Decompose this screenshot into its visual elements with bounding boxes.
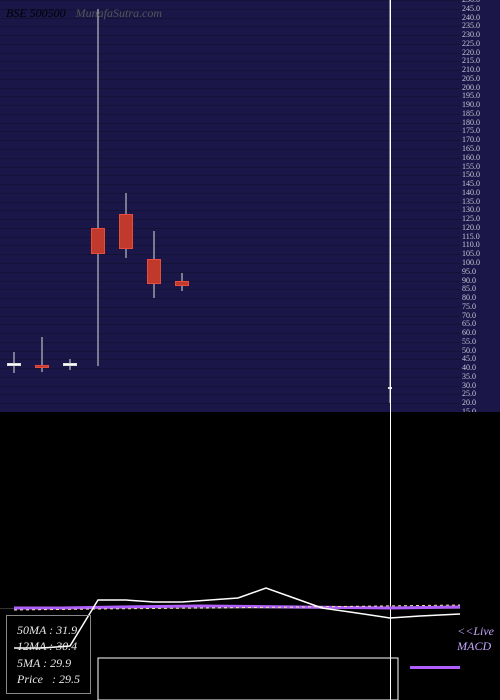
axis-label: 230.0 <box>462 30 498 39</box>
axis-label: 50.0 <box>462 346 498 355</box>
candle[interactable] <box>91 0 105 412</box>
cursor-line <box>390 0 391 700</box>
candle[interactable] <box>63 0 77 412</box>
axis-label: 35.0 <box>462 372 498 381</box>
axis-label: 75.0 <box>462 302 498 311</box>
axis-label: 220.0 <box>462 48 498 57</box>
axis-label: 135.0 <box>462 197 498 206</box>
axis-label: 25.0 <box>462 389 498 398</box>
macd-text: MACD <box>457 639 494 654</box>
axis-label: 250.0 <box>462 0 498 4</box>
axis-label: 215.0 <box>462 56 498 65</box>
axis-label: 125.0 <box>462 214 498 223</box>
symbol-label: BSE 500500 <box>6 6 66 20</box>
live-text: <<Live <box>457 624 494 639</box>
candle[interactable] <box>175 0 189 412</box>
axis-label: 130.0 <box>462 205 498 214</box>
axis-label: 45.0 <box>462 354 498 363</box>
axis-label: 245.0 <box>462 4 498 13</box>
axis-label: 60.0 <box>462 328 498 337</box>
candle[interactable] <box>35 0 49 412</box>
axis-label: 70.0 <box>462 311 498 320</box>
axis-label: 40.0 <box>462 363 498 372</box>
axis-label: 165.0 <box>462 144 498 153</box>
axis-label: 225.0 <box>462 39 498 48</box>
axis-label: 30.0 <box>462 381 498 390</box>
axis-label: 240.0 <box>462 13 498 22</box>
info-row: 5MA : 29.9 <box>17 655 80 671</box>
site-label: MunafaSutra.com <box>76 6 162 20</box>
info-row: Price : 29.5 <box>17 671 80 687</box>
axis-label: 105.0 <box>462 249 498 258</box>
axis-label: 115.0 <box>462 232 498 241</box>
axis-label: 95.0 <box>462 267 498 276</box>
axis-label: 200.0 <box>462 83 498 92</box>
axis-label: 65.0 <box>462 319 498 328</box>
axis-label: 205.0 <box>462 74 498 83</box>
candle[interactable] <box>119 0 133 412</box>
axis-label: 20.0 <box>462 398 498 407</box>
axis-label: 235.0 <box>462 21 498 30</box>
axis-label: 190.0 <box>462 100 498 109</box>
stock-chart: BSE 500500 MunafaSutra.com 15.020.025.03… <box>0 0 500 700</box>
candle[interactable] <box>7 0 21 412</box>
axis-label: 195.0 <box>462 91 498 100</box>
info-row: 50MA : 31.9 <box>17 622 80 638</box>
axis-label: 155.0 <box>462 162 498 171</box>
axis-label: 80.0 <box>462 293 498 302</box>
axis-label: 100.0 <box>462 258 498 267</box>
axis-label: 185.0 <box>462 109 498 118</box>
price-panel[interactable]: 15.020.025.030.035.040.045.050.055.060.0… <box>0 0 500 412</box>
info-box: 50MA : 31.912MA : 30.45MA : 29.9Price : … <box>6 615 91 694</box>
axis-label: 140.0 <box>462 188 498 197</box>
axis-label: 85.0 <box>462 284 498 293</box>
candle[interactable] <box>147 0 161 412</box>
chart-header: BSE 500500 MunafaSutra.com <box>6 4 162 22</box>
info-row: 12MA : 30.4 <box>17 638 80 654</box>
axis-label: 120.0 <box>462 223 498 232</box>
axis-label: 160.0 <box>462 153 498 162</box>
axis-label: 110.0 <box>462 240 498 249</box>
axis-label: 175.0 <box>462 126 498 135</box>
axis-label: 210.0 <box>462 65 498 74</box>
axis-label: 55.0 <box>462 337 498 346</box>
axis-label: 170.0 <box>462 135 498 144</box>
axis-label: 90.0 <box>462 276 498 285</box>
macd-live-label: <<Live MACD <box>457 624 494 654</box>
axis-label: 150.0 <box>462 170 498 179</box>
axis-label: 145.0 <box>462 179 498 188</box>
axis-label: 180.0 <box>462 118 498 127</box>
